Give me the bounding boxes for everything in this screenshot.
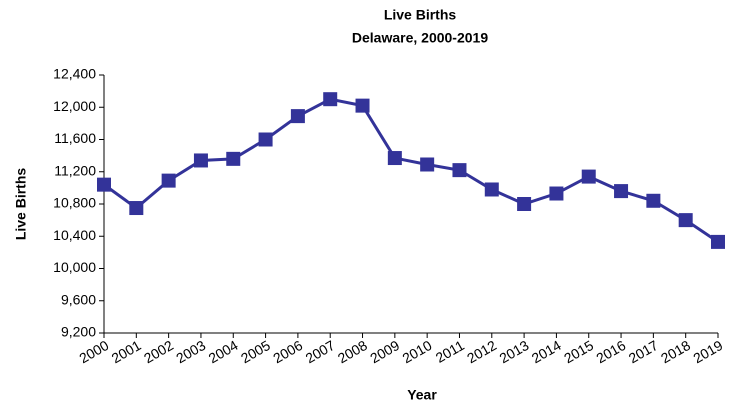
x-tick-label: 2004 [206,337,241,367]
x-axis-label: Year [407,387,437,403]
marker [452,163,467,178]
marker [323,92,338,107]
y-axis-label: Live Births [13,168,29,241]
x-tick-label: 2005 [238,337,273,367]
y-tick-label: 11,200 [54,162,96,178]
marker [226,151,241,166]
y-tick-label: 12,000 [53,98,96,114]
x-tick-label: 2000 [76,337,111,367]
marker [387,151,402,166]
y-tick-label: 10,800 [53,195,96,211]
y-tick-label: 10,000 [53,259,96,275]
y-tick-label: 9,200 [61,324,96,340]
marker [129,201,144,216]
y-tick-label: 9,600 [61,291,96,307]
x-tick-label: 2014 [529,337,564,367]
x-tick-label: 2007 [303,337,338,367]
y-tick-label: 10,400 [53,227,96,243]
marker [193,153,208,168]
marker [711,234,725,249]
chart-subtitle: Delaware, 2000-2019 [352,30,488,46]
marker [258,132,273,147]
x-tick-label: 2008 [335,337,370,367]
x-tick-label: 2006 [270,337,305,367]
marker [646,193,661,208]
x-tick-label: 2002 [141,337,176,367]
x-tick-label: 2012 [464,337,499,367]
x-tick-label: 2018 [658,337,693,367]
x-tick-label: 2003 [173,337,208,367]
marker [290,109,305,124]
marker [581,169,596,184]
y-tick-label: 11,600 [54,130,96,146]
x-tick-label: 2019 [690,337,725,367]
marker [161,173,176,188]
marker [678,213,693,228]
x-tick-label: 2015 [561,337,596,367]
x-tick-label: 2011 [433,337,467,366]
marker [549,186,564,201]
marker [517,197,532,211]
marker [420,157,435,172]
x-tick-label: 2016 [593,337,628,367]
marker [484,182,499,197]
x-tick-label: 2010 [400,337,435,367]
marker [355,98,370,113]
line [103,97,719,244]
chart-title: Live Births [384,7,457,23]
x-tick-label: 2001 [109,337,144,367]
x-tick-label: 2009 [367,337,402,367]
x-tick-label: 2017 [626,337,661,367]
y-tick-label: 12,400 [53,66,96,82]
marker [614,184,629,199]
x-tick-label: 2013 [496,337,531,367]
marker [97,177,111,192]
